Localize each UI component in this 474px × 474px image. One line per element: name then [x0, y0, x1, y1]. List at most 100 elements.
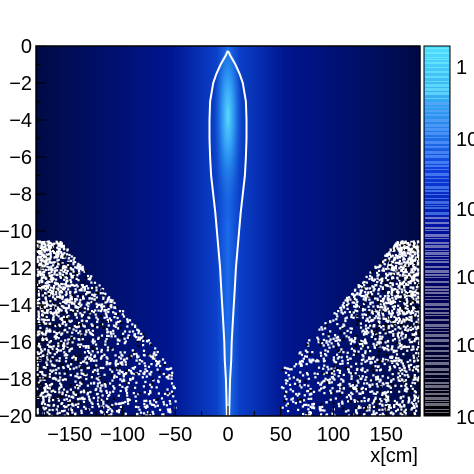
x-tick-label: 100: [317, 424, 350, 446]
sparse-bin: [402, 318, 405, 321]
sparse-bin: [49, 369, 52, 372]
sparse-bin: [45, 263, 48, 266]
sparse-bin: [41, 242, 44, 245]
colorbar-band: [425, 334, 449, 337]
sparse-bin: [79, 266, 82, 269]
sparse-bin: [396, 408, 399, 411]
sparse-bin: [56, 405, 59, 408]
sparse-bin: [97, 396, 100, 399]
sparse-bin: [155, 362, 159, 365]
sparse-bin: [349, 342, 352, 345]
sparse-bin: [73, 291, 77, 294]
sparse-bin: [136, 340, 139, 343]
sparse-bin: [408, 247, 411, 250]
sparse-bin: [93, 287, 96, 290]
colorbar-band: [425, 355, 449, 357]
sparse-bin: [142, 332, 145, 336]
sparse-bin: [36, 294, 39, 297]
sparse-bin: [126, 385, 129, 389]
sparse-bin: [378, 265, 381, 268]
sparse-bin: [135, 359, 138, 362]
sparse-bin: [312, 390, 316, 393]
sparse-bin: [336, 369, 339, 372]
sparse-bin: [415, 367, 418, 371]
sparse-bin: [397, 331, 400, 334]
sparse-bin: [348, 339, 351, 342]
sparse-bin: [367, 346, 370, 349]
sparse-bin: [53, 353, 56, 356]
sparse-bin: [61, 283, 64, 286]
sparse-bin: [48, 284, 51, 287]
sparse-bin: [389, 248, 392, 251]
sparse-bin: [46, 318, 49, 322]
sparse-bin: [386, 259, 389, 262]
sparse-bin: [377, 312, 380, 315]
sparse-bin: [317, 381, 320, 384]
sparse-bin: [67, 395, 71, 398]
sparse-bin: [397, 326, 400, 329]
sparse-bin: [337, 402, 340, 405]
sparse-bin: [37, 344, 40, 348]
sparse-bin: [410, 298, 413, 301]
sparse-bin: [413, 268, 417, 271]
sparse-bin: [375, 328, 378, 331]
sparse-bin: [169, 411, 172, 414]
sparse-bin: [42, 336, 45, 339]
colorbar-band: [425, 114, 449, 116]
sparse-bin: [336, 339, 339, 342]
sparse-bin: [408, 338, 411, 341]
sparse-bin: [57, 310, 61, 313]
sparse-bin: [409, 341, 412, 344]
sparse-bin: [97, 336, 100, 339]
sparse-bin: [307, 408, 310, 411]
sparse-bin: [329, 330, 332, 333]
sparse-bin: [366, 406, 369, 409]
colorbar-band: [425, 212, 449, 215]
sparse-bin: [82, 372, 85, 376]
sparse-bin: [78, 397, 81, 400]
sparse-bin: [67, 306, 71, 309]
colorbar-band: [425, 303, 449, 306]
sparse-bin: [379, 295, 382, 298]
sparse-bin: [367, 291, 370, 294]
sparse-bin: [355, 298, 358, 301]
sparse-bin: [407, 257, 410, 261]
sparse-bin: [44, 318, 47, 322]
sparse-bin: [404, 261, 407, 264]
sparse-bin: [375, 333, 378, 336]
sparse-bin: [42, 389, 45, 392]
sparse-bin: [61, 363, 64, 366]
sparse-bin: [384, 358, 388, 361]
sparse-bin: [362, 287, 365, 290]
sparse-bin: [105, 309, 108, 312]
sparse-bin: [391, 301, 394, 304]
sparse-bin: [353, 295, 356, 298]
sparse-bin: [406, 360, 409, 364]
sparse-bin: [44, 337, 47, 340]
sparse-bin: [411, 290, 414, 293]
sparse-bin: [106, 397, 109, 400]
sparse-bin: [386, 274, 390, 277]
sparse-bin: [78, 301, 81, 304]
sparse-bin: [390, 289, 393, 292]
colorbar-label: 10: [456, 407, 474, 429]
sparse-bin: [403, 298, 406, 301]
sparse-bin: [93, 340, 96, 343]
sparse-bin: [406, 261, 409, 264]
sparse-bin: [402, 281, 405, 284]
sparse-bin: [378, 317, 381, 320]
sparse-bin: [410, 310, 414, 313]
sparse-bin: [395, 282, 398, 285]
sparse-bin: [126, 325, 129, 328]
sparse-bin: [146, 405, 149, 408]
sparse-bin: [401, 255, 404, 258]
colorbar-band: [425, 141, 449, 144]
sparse-bin: [67, 365, 70, 368]
sparse-bin: [377, 354, 380, 357]
sparse-bin: [284, 371, 288, 374]
sparse-bin: [114, 312, 117, 315]
sparse-bin: [74, 310, 77, 313]
sparse-bin: [415, 245, 418, 248]
sparse-bin: [381, 306, 384, 309]
sparse-bin: [149, 373, 152, 376]
